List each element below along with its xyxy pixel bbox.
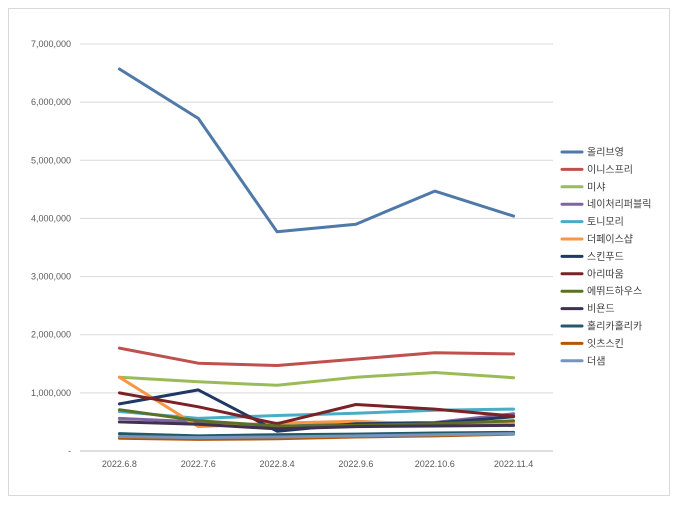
x-tick-label: 2022.8.4	[260, 459, 295, 469]
y-tick-label: 7,000,000	[31, 39, 71, 49]
legend-label: 더샘	[587, 355, 605, 367]
legend-label: 미샤	[587, 181, 605, 193]
y-tick-label: 1,000,000	[31, 388, 71, 398]
y-tick-label: 5,000,000	[31, 155, 71, 165]
series-line-8	[117, 391, 516, 426]
series-line-1	[117, 67, 516, 234]
y-tick-label: -	[68, 446, 71, 456]
y-tick-label: 3,000,000	[31, 272, 71, 282]
legend-label: 잇츠스킨	[587, 338, 624, 350]
x-tick-label: 2022.11.4	[494, 459, 533, 469]
series-line-13	[117, 432, 516, 440]
y-tick-label: 4,000,000	[31, 213, 71, 223]
legend-label: 올리브영	[587, 147, 624, 159]
y-tick-label: 6,000,000	[31, 97, 71, 107]
series-line-9	[117, 408, 516, 428]
series-line-11	[117, 430, 516, 438]
x-tick-label: 2022.7.6	[181, 459, 216, 469]
x-tick-label: 2022.6.8	[102, 459, 137, 469]
legend-label: 이니스프리	[587, 164, 633, 176]
legend-label: 아리따움	[587, 268, 624, 280]
legend-label: 스킨푸드	[587, 251, 624, 263]
legend-label: 네이처리퍼블릭	[587, 199, 651, 211]
legend-label: 홀리카홀리카	[587, 320, 642, 333]
y-tick-label: 2,000,000	[31, 330, 71, 340]
legend-label: 더페이스샵	[587, 234, 633, 246]
x-tick-label: 2022.10.6	[415, 459, 455, 469]
legend-label: 비욘드	[587, 303, 615, 315]
legend-label: 토니모리	[587, 216, 624, 228]
legend-label: 에뛰드하우스	[587, 285, 642, 298]
series-line-3	[117, 371, 516, 387]
x-tick-label: 2022.9.6	[338, 459, 373, 469]
series-line-2	[117, 346, 516, 367]
series-line-10	[117, 420, 516, 431]
